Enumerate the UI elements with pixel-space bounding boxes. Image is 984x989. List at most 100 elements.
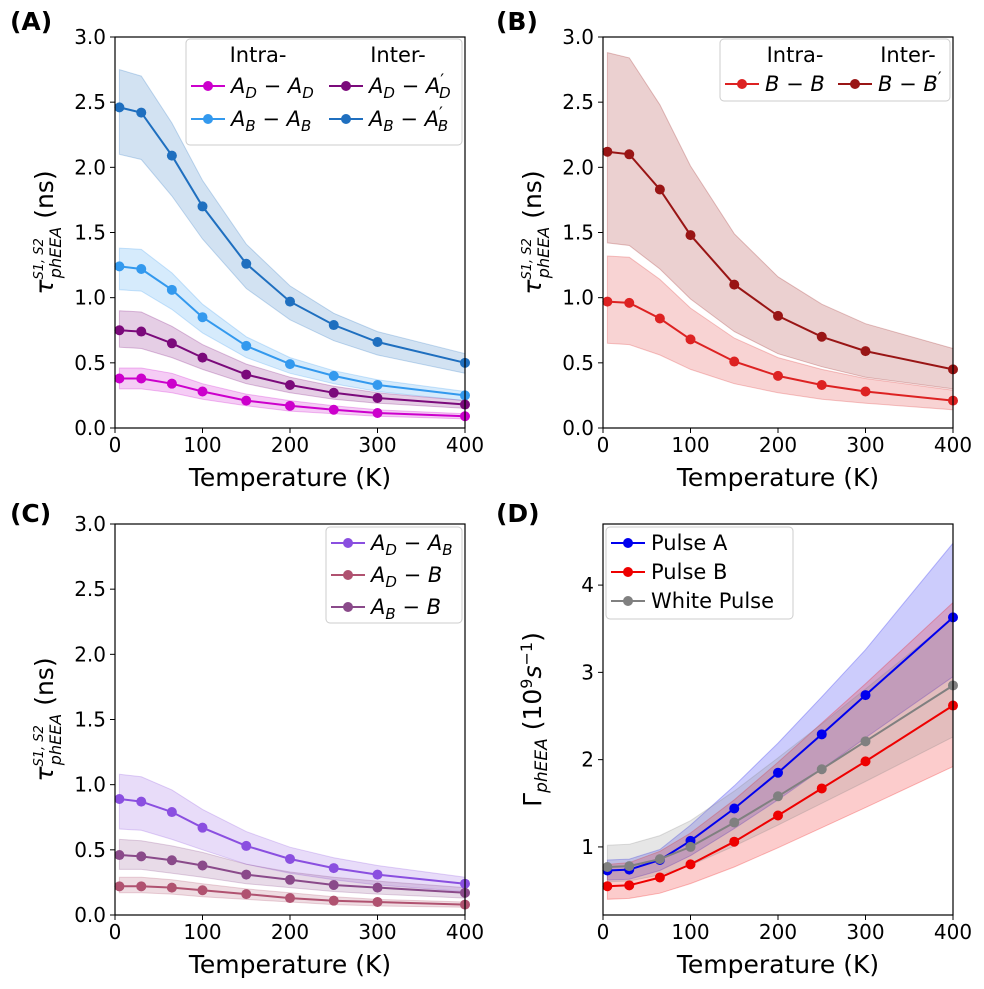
data-point [241,340,252,351]
data-point [241,869,252,880]
legend-marker [343,602,353,612]
y-tick-label: 2.0 [74,155,106,179]
data-point [241,258,252,269]
data-point [729,356,740,367]
y-tick-label: 0.5 [562,351,594,375]
data-point [685,841,696,852]
legend-marker [341,114,351,124]
legend-label: AD − AD [229,74,314,102]
data-point [285,296,295,307]
legend-panel-a: Intra- Inter- AD − AD AB − AB AD − A′ DAB − A… [185,38,463,146]
legend-marker [343,538,353,548]
x-tick-label: 100 [183,433,221,457]
data-point [114,373,125,384]
data-point [197,201,208,212]
legend-frame [605,526,794,620]
legend-panel-d: Pulse A Pulse B White Pulse [605,526,794,620]
data-point [773,810,783,821]
data-point [624,880,635,891]
panel-label: (D) [496,499,540,528]
data-point [816,783,827,794]
data-point [729,279,740,290]
x-tick-label: 300 [846,920,884,944]
data-point [285,359,295,370]
data-point [285,853,295,864]
y-tick-label: 3.0 [74,25,106,49]
data-point [729,817,740,828]
data-point [328,863,339,874]
y-tick-label: 2.0 [74,642,106,666]
data-point [372,896,383,907]
data-point [136,796,147,807]
x-tick-label: 400 [446,920,484,944]
legend-label: White Pulse [651,589,774,613]
data-point [685,230,696,241]
data-point [654,872,665,883]
data-point [136,326,147,337]
legend-marker [623,567,633,577]
data-point [328,880,339,891]
data-point [685,334,696,345]
data-point [197,822,208,833]
data-point [860,346,871,357]
data-point [624,861,635,872]
data-point [166,855,177,866]
y-tick-label: 4 [581,573,594,597]
data-point [285,874,295,885]
y-tick-label: 0.0 [74,416,106,440]
x-axis-label: Temperature (K) [676,950,879,979]
legend-label: AB − A′ B [367,104,448,135]
legend-panel-b: Intra- Inter- B − B B − B′ [719,38,951,102]
data-point [624,149,635,160]
data-point [602,881,613,892]
data-point [166,807,177,818]
x-tick-label: 200 [271,920,309,944]
x-axis-label: Temperature (K) [676,463,879,492]
x-axis-label: Temperature (K) [188,950,391,979]
data-point [654,313,665,324]
data-point [114,794,125,805]
data-point [136,373,147,384]
data-point [860,736,871,747]
legend-marker [623,596,633,606]
chart-panel-a: 0 100 200 300 400 0.0 0.5 1.0 1.5 2.0 2.5 3.0 Temper… [10,7,484,492]
data-point [372,336,383,347]
data-point [773,370,783,381]
y-tick-label: 3.0 [562,25,594,49]
x-tick-label: 300 [358,433,396,457]
legend-label: AB − B [369,595,441,623]
legend-label: B − B′ [878,69,942,96]
legend-label: AD − AB [369,531,453,559]
x-tick-label: 100 [671,433,709,457]
x-tick-label: 100 [183,920,221,944]
data-point [285,893,295,904]
data-point [241,889,252,900]
y-tick-label: 2.0 [562,155,594,179]
data-point [241,840,252,851]
chart-panel-d: 0 100 200 300 400 1 2 3 4 Temperature (K) ΓphEEA (… [496,499,972,979]
legend-label: Pulse B [651,560,727,584]
data-point [285,379,295,390]
y-axis-label: τS1, S2phEEA (ns) [30,657,65,781]
legend-label: Pulse A [651,531,728,555]
data-point [114,102,125,113]
x-tick-label: 400 [934,433,972,457]
data-point [372,882,383,893]
legend-label: AD − B [369,563,442,591]
legend-frame [185,38,463,146]
legend-marker [203,81,213,91]
x-axis-label: Temperature (K) [188,463,391,492]
y-tick-label: 1.5 [74,708,106,732]
data-point [685,859,696,870]
legend-header-inter: Inter- [370,43,426,67]
data-point [197,885,208,896]
data-point [328,320,339,331]
data-point [773,791,783,802]
y-tick-label: 1 [581,835,594,859]
data-point [166,338,177,349]
y-tick-label: 0.0 [74,903,106,927]
x-tick-label: 0 [597,433,610,457]
data-point [654,854,665,865]
data-point [197,860,208,871]
data-point [285,400,295,411]
